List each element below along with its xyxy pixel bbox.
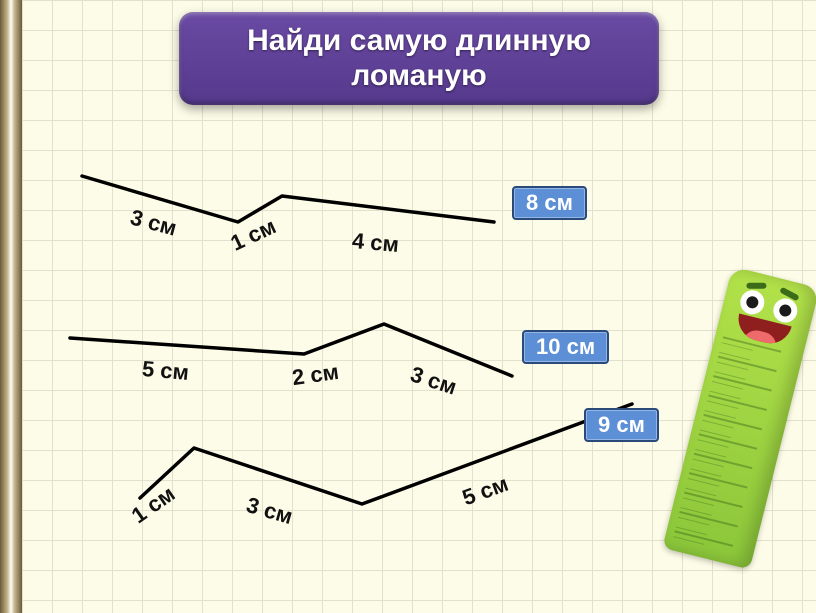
answer-badge-p2: 10 см — [522, 330, 609, 364]
graph-paper: Найди самую длинную ломаную 3 см1 см4 см… — [22, 0, 816, 613]
answer-badge-p3: 9 см — [584, 408, 659, 442]
segment-label-p1-2: 4 см — [351, 228, 400, 258]
ruler-brow-left — [746, 283, 766, 289]
answer-badge-p1: 8 см — [512, 186, 587, 220]
notebook-binding — [0, 0, 22, 613]
segment-label-p2-0: 5 см — [141, 356, 190, 386]
polyline-p3 — [140, 404, 632, 504]
slide-stage: Найди самую длинную ломаную 3 см1 см4 см… — [0, 0, 816, 613]
